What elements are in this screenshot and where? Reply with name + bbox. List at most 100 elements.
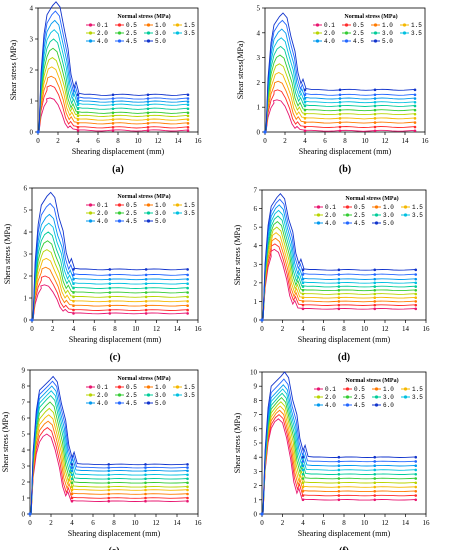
legend-label: 4.5: [126, 38, 137, 45]
legend-marker: [88, 393, 93, 397]
legend-label: 0.1: [97, 202, 108, 209]
series-marker: [301, 455, 305, 459]
series-line: [265, 45, 416, 133]
legend-marker: [315, 23, 320, 27]
legend-marker: [316, 221, 321, 225]
series-marker: [72, 295, 75, 299]
legend-marker: [88, 203, 93, 207]
series-marker: [186, 286, 189, 290]
legend-marker: [117, 203, 122, 207]
series-marker: [303, 125, 307, 129]
y-tick-label: 3: [254, 261, 258, 269]
series-marker: [107, 485, 111, 489]
y-tick-label: 7: [22, 399, 26, 407]
series-marker: [146, 126, 150, 129]
series-marker: [373, 129, 377, 133]
series-marker: [144, 304, 148, 308]
series-marker: [186, 496, 189, 500]
series-marker: [303, 121, 307, 124]
legend-marker: [88, 401, 93, 405]
series-marker: [186, 312, 189, 315]
series-marker: [186, 126, 190, 129]
series-marker: [70, 481, 74, 485]
legend-label: 3.5: [412, 394, 423, 401]
legend-label: 0.5: [354, 386, 365, 393]
series-marker: [107, 469, 111, 473]
series-line: [30, 414, 188, 515]
legend-marker: [117, 39, 122, 43]
x-tick-label: 4: [72, 325, 76, 333]
x-tick-label: 0: [28, 519, 32, 527]
series-line: [262, 248, 416, 321]
legend-label: 3.0: [155, 210, 166, 217]
series-line: [265, 37, 416, 133]
series-marker: [186, 97, 190, 100]
y-tick-label: 2: [30, 67, 34, 75]
y-axis-title: Shear stress (MPa): [9, 39, 18, 100]
legend-marker: [373, 31, 378, 35]
series-line: [32, 257, 188, 321]
x-tick-label: 14: [402, 519, 410, 527]
series-line: [262, 243, 416, 321]
x-tick-label: 6: [322, 519, 326, 527]
series-line: [262, 209, 416, 321]
series-marker: [108, 291, 112, 294]
series-marker: [70, 477, 74, 481]
legend-label: 1.0: [155, 384, 166, 391]
series-marker: [301, 277, 305, 281]
series-marker: [144, 295, 148, 299]
series-marker: [373, 117, 377, 120]
x-axis-title: Shearing displacement (mm): [299, 147, 392, 156]
series-marker: [186, 129, 190, 132]
x-tick-label: 14: [175, 137, 183, 145]
x-tick-label: 10: [135, 137, 143, 145]
x-tick-label: 6: [91, 519, 95, 527]
legend-label: 2.5: [126, 392, 137, 399]
legend-label: 0.1: [325, 204, 336, 211]
series-marker: [337, 296, 341, 300]
legend-label: 2.5: [126, 30, 137, 37]
series-marker: [144, 485, 147, 489]
series-marker: [413, 104, 417, 108]
legend-marker: [316, 213, 321, 217]
series-marker: [108, 300, 112, 303]
series-marker: [373, 468, 377, 472]
series-line: [38, 75, 189, 133]
legend-marker: [88, 211, 93, 215]
series-marker: [186, 93, 190, 97]
series-marker: [111, 93, 115, 97]
series-marker: [144, 496, 147, 500]
series-marker: [76, 114, 80, 118]
series-marker: [337, 489, 341, 493]
legend-label: 0.5: [354, 204, 365, 211]
series-marker: [373, 285, 377, 288]
series-marker: [373, 88, 377, 92]
series-marker: [414, 468, 418, 472]
series-marker: [107, 488, 111, 492]
x-tick-label: 12: [382, 137, 390, 145]
legend-label: 2.0: [97, 210, 108, 217]
legend-label: 1.0: [155, 202, 166, 209]
series-marker: [303, 112, 307, 116]
series-marker: [338, 129, 342, 133]
series-marker: [70, 492, 74, 496]
series-marker: [111, 122, 115, 125]
x-tick-label: 16: [422, 137, 430, 145]
legend-label: 5.0: [382, 38, 393, 45]
series-marker: [111, 118, 115, 121]
series-marker: [111, 129, 115, 132]
series-marker: [111, 97, 115, 100]
legend-marker: [374, 205, 379, 209]
legend-marker: [175, 385, 180, 389]
legend: Normal stress (MPa) 0.1 0.5 1.0 1.5 2.0 2.5 3.0…: [86, 193, 195, 225]
x-tick-label: 8: [343, 137, 347, 145]
series-marker: [337, 285, 341, 288]
series-marker: [107, 492, 111, 496]
series-marker: [301, 485, 305, 489]
x-tick-label: 0: [260, 519, 264, 527]
series-marker: [146, 129, 150, 132]
series-marker: [186, 107, 190, 111]
series-marker: [413, 88, 417, 92]
legend-marker: [373, 39, 378, 43]
